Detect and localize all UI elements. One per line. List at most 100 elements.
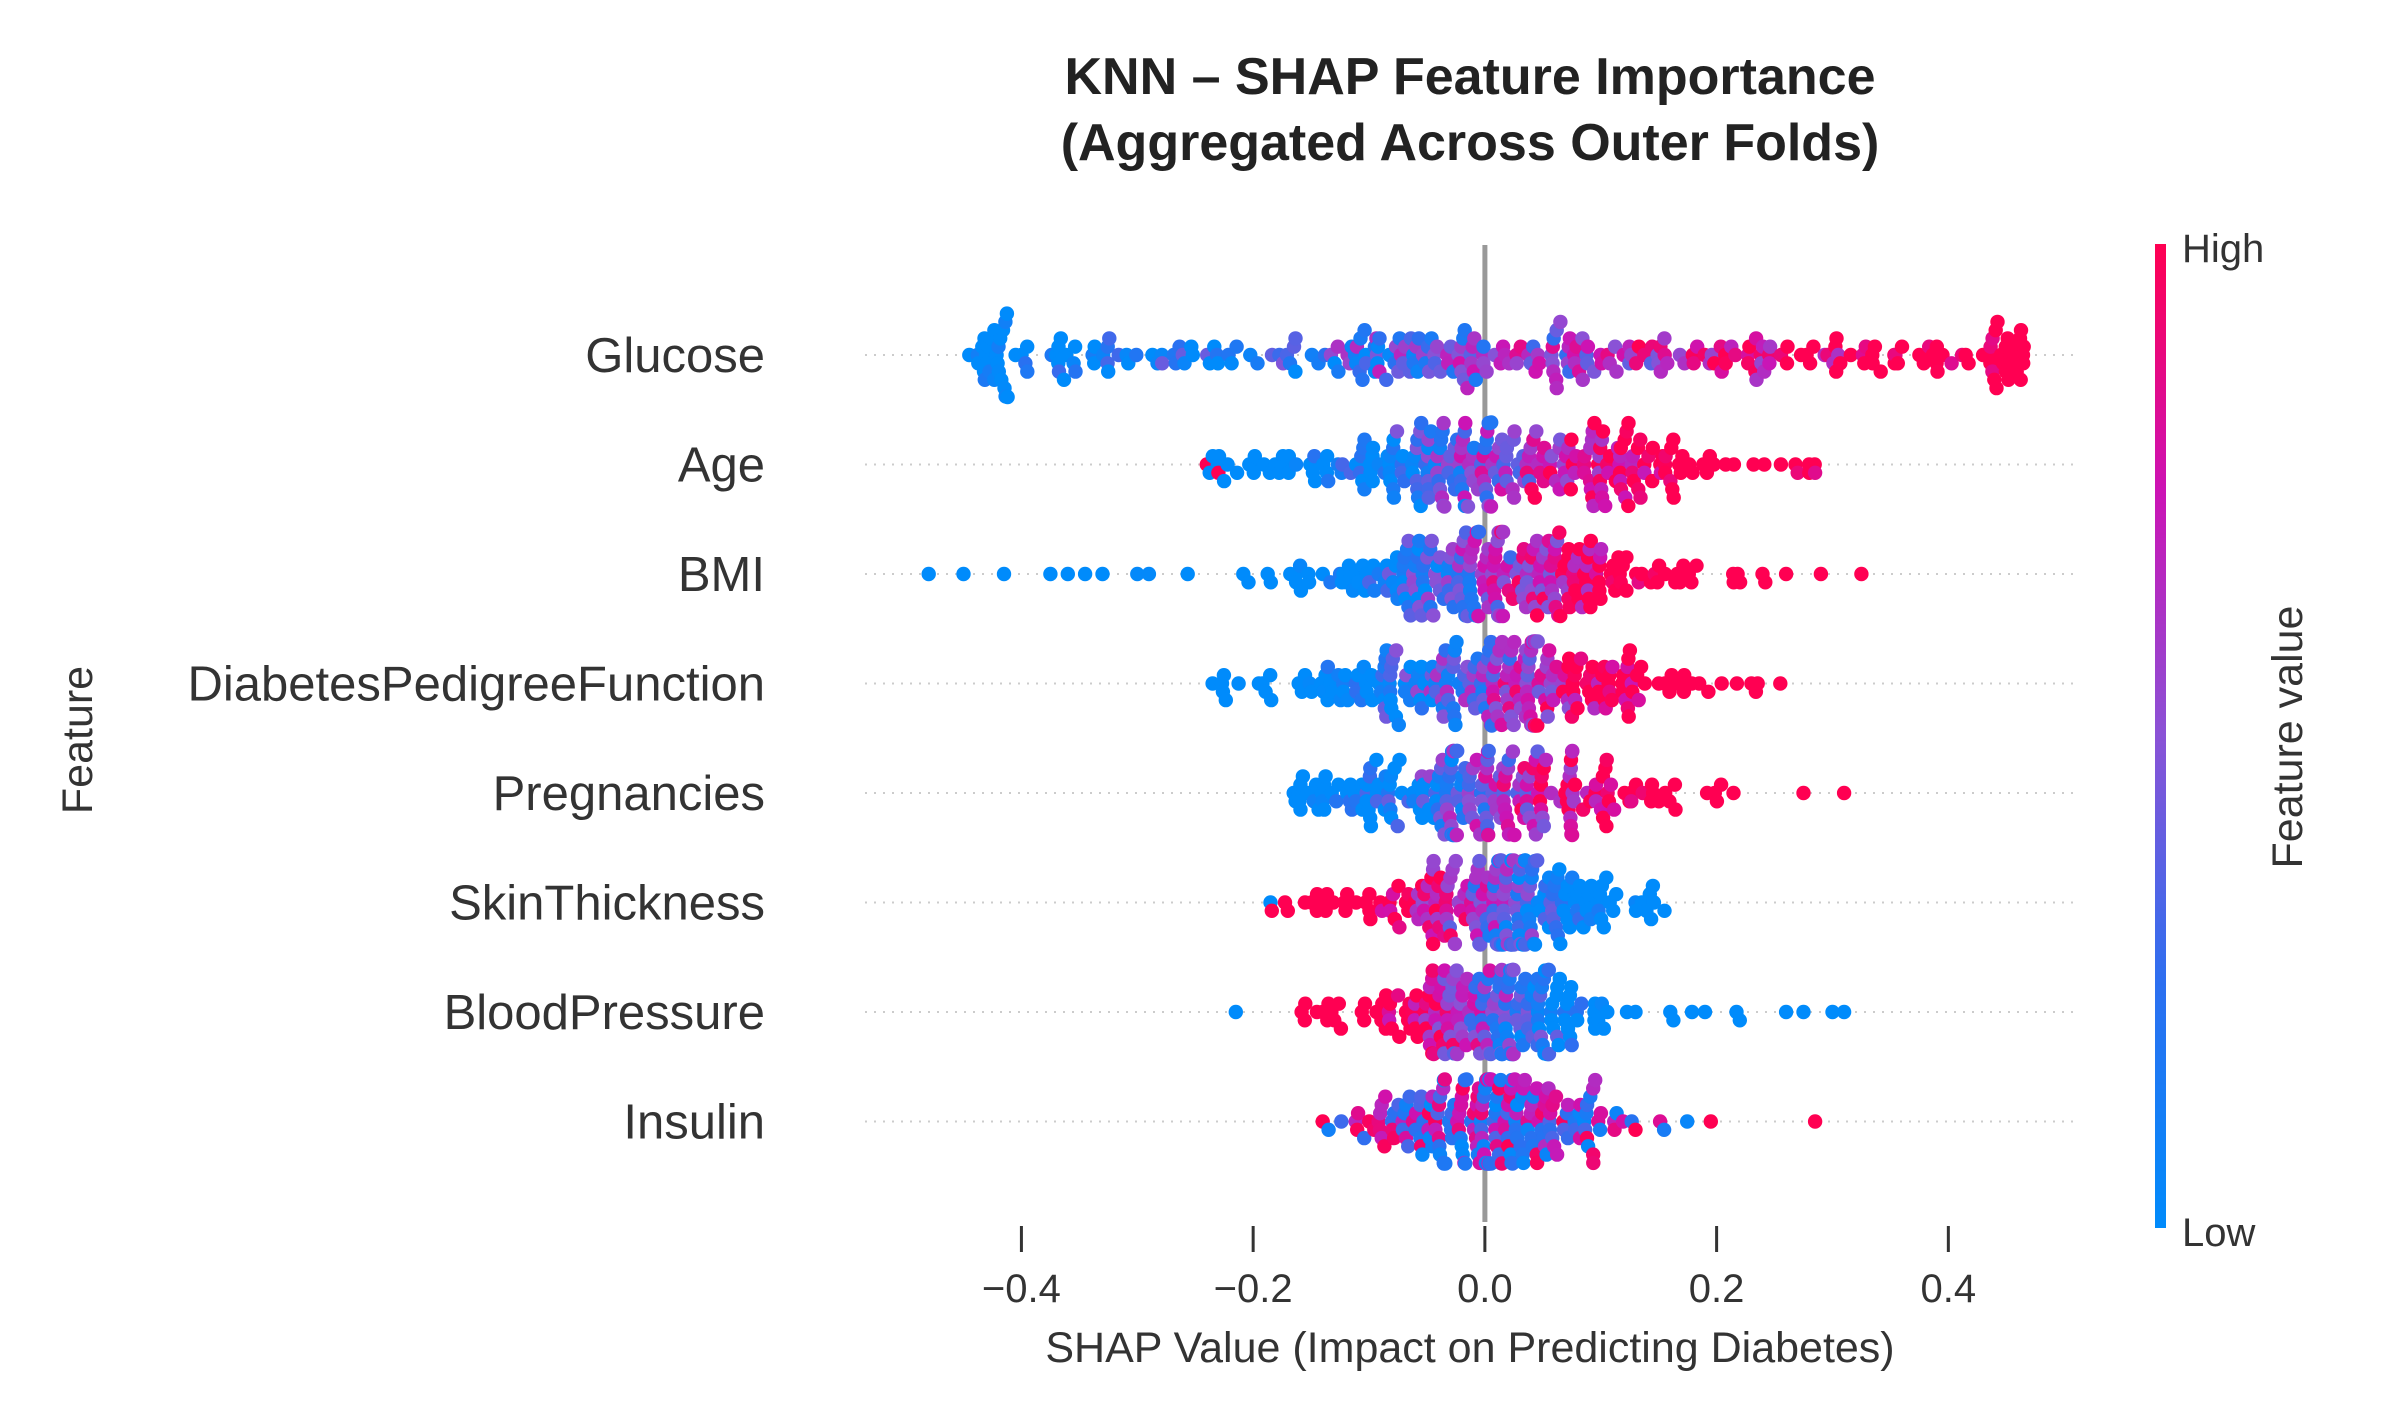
shap-dot — [1532, 356, 1547, 371]
shap-dot — [1628, 1004, 1643, 1020]
shap-dot — [1564, 432, 1579, 447]
shap-dot — [1563, 980, 1579, 995]
shap-dot — [1481, 743, 1496, 759]
shap-dot — [1570, 701, 1585, 716]
shap-dot — [1471, 524, 1487, 540]
shap-dot — [1606, 903, 1621, 918]
shap-dot — [1802, 356, 1818, 371]
shap-dot — [1778, 566, 1794, 582]
shap-dot — [1185, 347, 1201, 363]
shap-dot — [1067, 339, 1083, 354]
shap-dot — [1298, 996, 1313, 1011]
shap-dot — [1019, 339, 1035, 354]
shap-dot — [1549, 380, 1564, 396]
shap-dot — [1599, 818, 1614, 834]
shap-dot — [1280, 903, 1296, 918]
shap-dot — [2016, 339, 2031, 354]
shap-dot — [1873, 364, 1888, 379]
shap-dot — [1543, 785, 1559, 801]
shap-dot — [1600, 1004, 1615, 1020]
shap-dot — [1414, 701, 1430, 716]
shap-dot — [1843, 347, 1859, 363]
shap-dot — [1390, 988, 1406, 1003]
shap-dot — [1609, 364, 1624, 379]
shap-dot — [1588, 1072, 1603, 1088]
shap-dot — [999, 306, 1015, 321]
shap-dot — [1426, 608, 1441, 623]
shap-dot — [1425, 936, 1441, 952]
feature-label: Age — [678, 439, 765, 493]
shap-dot — [1660, 356, 1675, 371]
shap-dot — [1424, 533, 1439, 549]
shap-dot — [1961, 356, 1976, 371]
shap-dot — [1473, 937, 1488, 952]
shap-dot — [1575, 372, 1591, 387]
shap-dot — [1726, 457, 1742, 472]
shap-dot — [1476, 339, 1491, 354]
shap-dot — [1250, 356, 1265, 371]
shap-dot — [1572, 878, 1588, 894]
shap-dot — [1592, 1122, 1608, 1138]
shap-dot — [1095, 566, 1110, 582]
shap-dot — [1460, 499, 1476, 514]
shap-dot — [1493, 1072, 1508, 1088]
shap-dot — [1516, 1155, 1531, 1171]
shap-dot — [1378, 1089, 1393, 1104]
shap-dot — [1726, 785, 1741, 801]
shap-dot — [1379, 372, 1394, 387]
shap-dot — [1020, 364, 1035, 379]
shap-dot — [1458, 1156, 1473, 1171]
feature-label: Glucose — [585, 329, 765, 383]
shap-dot — [1609, 887, 1624, 902]
shap-dot — [1507, 424, 1522, 439]
shap-dot — [1718, 356, 1733, 371]
shap-dot — [1637, 676, 1653, 691]
shap-dot — [1566, 794, 1581, 809]
shap-dot — [1301, 575, 1317, 590]
shap-dot — [1101, 364, 1116, 379]
feature-label: DiabetesPedigreeFunction — [188, 658, 765, 712]
shap-dot — [1807, 465, 1823, 480]
shap-dot — [1141, 566, 1157, 582]
shap-dot — [1436, 415, 1451, 431]
shap-dot — [1338, 668, 1353, 683]
shap-dot — [1780, 339, 1795, 354]
feature-label: BloodPressure — [444, 986, 765, 1040]
shap-dot — [1553, 314, 1568, 330]
shap-dot — [996, 566, 1012, 582]
feature-label: Insulin — [623, 1096, 765, 1150]
shap-dot — [1583, 599, 1598, 615]
shap-dot — [1729, 676, 1745, 691]
shap-dot — [1389, 424, 1405, 439]
shap-dot — [1437, 1072, 1453, 1087]
x-tick-label: 0.2 — [1689, 1267, 1745, 1311]
shap-dot — [1377, 1139, 1392, 1154]
chart-title-line-1: KNN – SHAP Feature Importance — [1064, 48, 1875, 106]
shap-dot — [1621, 415, 1636, 431]
shap-dot — [1633, 432, 1648, 447]
shap-dot — [1605, 659, 1620, 675]
shap-dot — [1288, 364, 1303, 379]
shap-dot — [1621, 498, 1636, 514]
shap-dot — [2016, 356, 2031, 371]
shap-dot — [1541, 962, 1557, 978]
shap-dot — [1561, 542, 1576, 557]
shap-dot — [1350, 1106, 1366, 1121]
shap-dot — [1646, 895, 1662, 910]
shap-dot — [1321, 473, 1336, 489]
shap-dot — [1585, 659, 1600, 675]
shap-dot — [1529, 1081, 1545, 1096]
shap-dot — [1449, 827, 1465, 843]
shap-dot — [1415, 1147, 1430, 1162]
shap-dot — [1372, 331, 1387, 346]
shap-dot — [1551, 1037, 1566, 1053]
shap-dot — [1666, 1013, 1681, 1028]
shap-dot — [1331, 364, 1346, 379]
shap-dot — [1829, 331, 1844, 346]
shap-dot — [1709, 794, 1725, 809]
shap-dot — [1479, 364, 1494, 379]
shap-dot — [1495, 608, 1511, 624]
shap-dot — [1469, 752, 1485, 768]
feature-label: SkinThickness — [449, 877, 765, 931]
shap-dot — [1365, 440, 1381, 456]
